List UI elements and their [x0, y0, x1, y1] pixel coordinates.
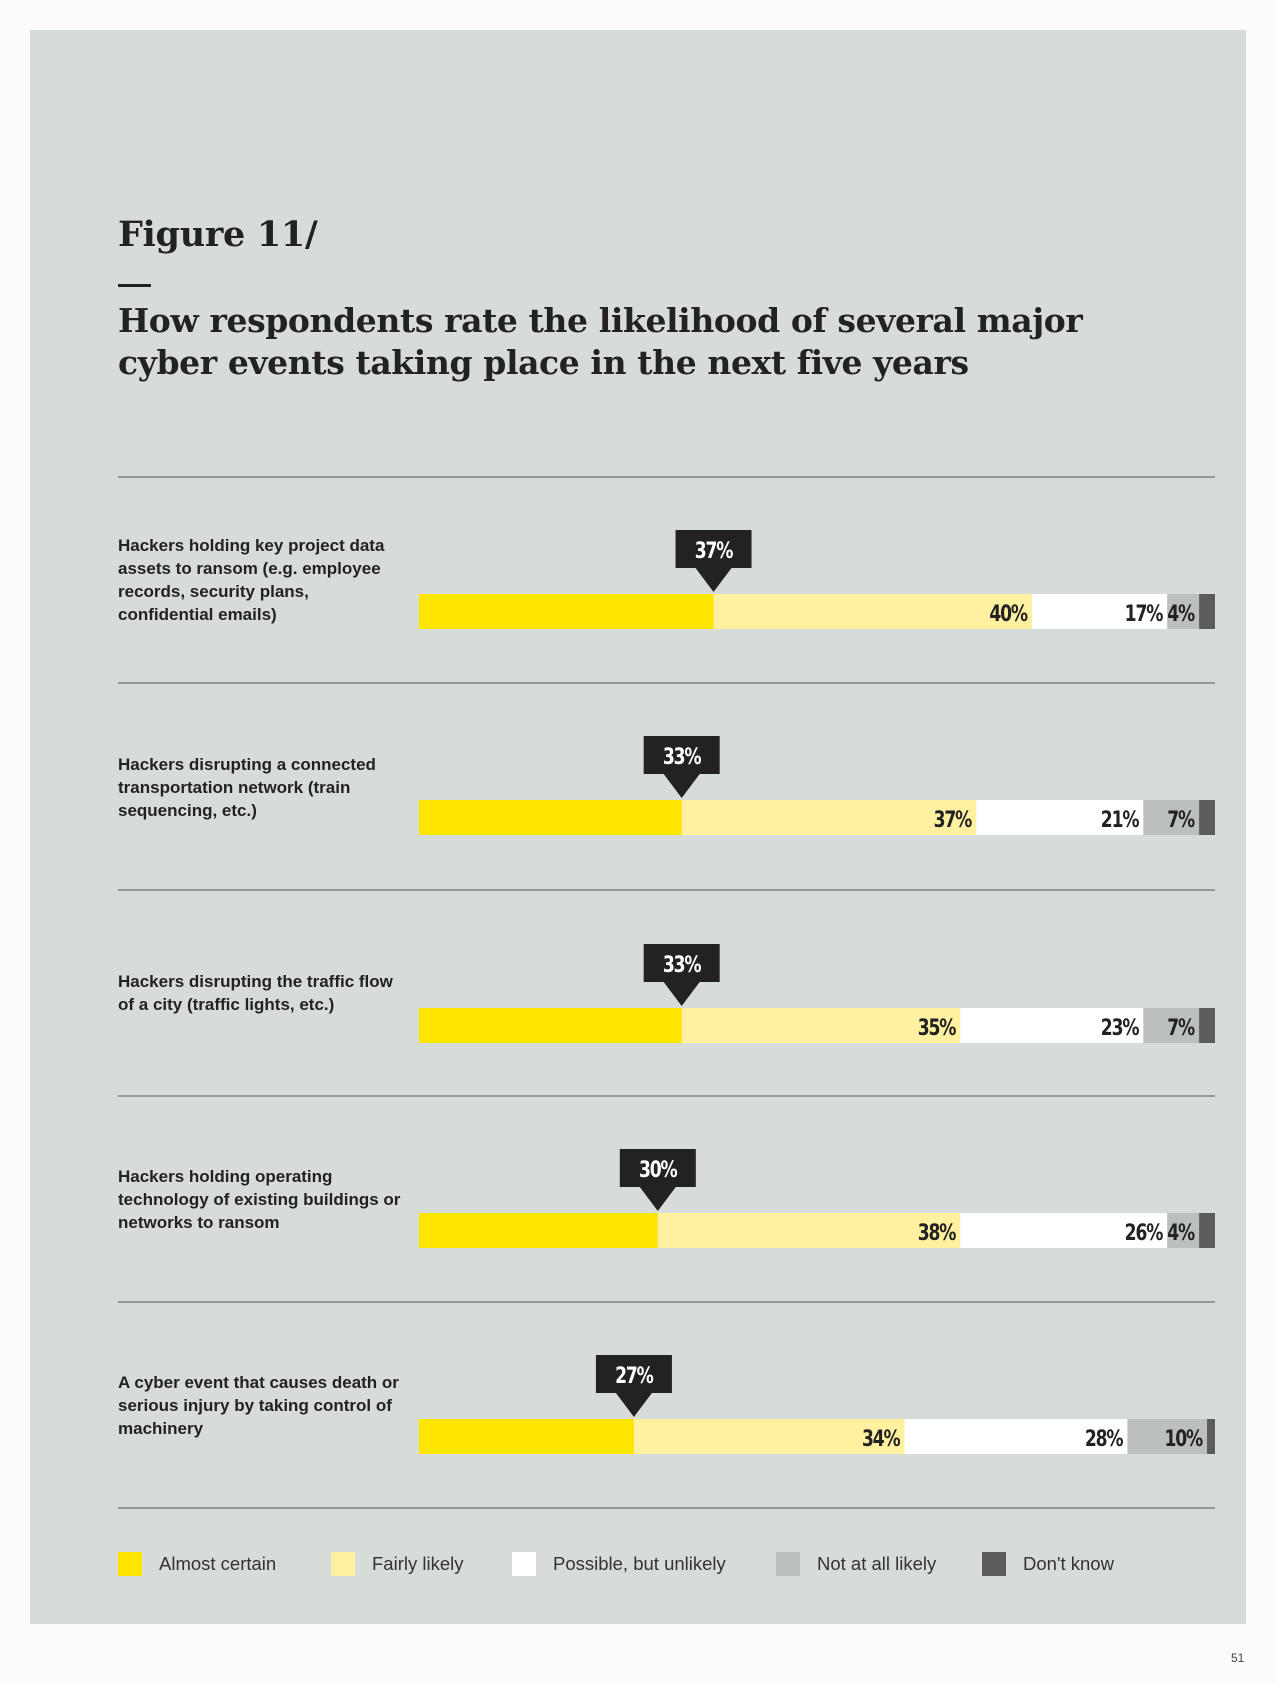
data-label: 37%: [934, 807, 973, 833]
callout-box: [595, 1355, 672, 1393]
data-label: 26%: [1125, 1220, 1164, 1246]
data-label: 40%: [989, 601, 1028, 627]
callout-almost-certain: 27%: [595, 1355, 672, 1417]
data-label: 10%: [1164, 1426, 1203, 1452]
bar-segment-fairly-likely: [713, 594, 1032, 629]
legend: Almost certain Fairly likely Possible, b…: [118, 1552, 1218, 1578]
data-label: 35%: [918, 1015, 957, 1041]
callout-label: 27%: [615, 1363, 654, 1389]
data-label: 21%: [1101, 807, 1140, 833]
callout-box: [675, 530, 752, 568]
callout-pointer: [615, 1393, 652, 1417]
bar-segment-almost-certain: [419, 594, 714, 629]
legend-label: Not at all likely: [817, 1553, 937, 1574]
data-label: 34%: [862, 1426, 901, 1452]
legend-label: Possible, but unlikely: [553, 1553, 726, 1574]
callout-almost-certain: 37%: [675, 530, 752, 592]
bar-segment-not-at-all-likely: [1167, 594, 1200, 629]
bar-segment-almost-certain: [419, 1008, 682, 1043]
legend-swatch: [118, 1552, 142, 1576]
bar-segment-not-at-all-likely: [1143, 1008, 1200, 1043]
callout-almost-certain: 30%: [619, 1149, 696, 1211]
callout-box: [643, 944, 720, 982]
bar-segment-almost-certain: [419, 1213, 658, 1248]
bar-segment-possible-but-unlikely: [904, 1419, 1128, 1454]
data-label: 4%: [1167, 601, 1195, 627]
callout-box: [619, 1149, 696, 1187]
chart-title: How respondents rate the likelihood of s…: [118, 301, 1083, 382]
bar-segment-not-at-all-likely: [1127, 1419, 1208, 1454]
data-label: 7%: [1167, 807, 1195, 833]
callout-label: 37%: [695, 538, 734, 564]
legend-label: Don't know: [1023, 1553, 1114, 1574]
category-label: A cyber event that causes death or serio…: [118, 1373, 399, 1438]
callout-label: 33%: [663, 952, 702, 978]
data-label: 23%: [1101, 1015, 1140, 1041]
bar-segment-fairly-likely: [681, 800, 977, 835]
bar-segment-don-t-know: [1199, 594, 1215, 629]
callout-pointer: [663, 982, 700, 1006]
legend-swatch: [776, 1552, 800, 1576]
bar-segment-don-t-know: [1199, 1008, 1215, 1043]
title-rule: [118, 284, 151, 287]
data-label: 38%: [918, 1220, 957, 1246]
callout-almost-certain: 33%: [643, 736, 720, 798]
callout-box: [643, 736, 720, 774]
callout-pointer: [663, 774, 700, 798]
bar-segment-possible-but-unlikely: [960, 1213, 1168, 1248]
legend-swatch: [512, 1552, 536, 1576]
legend-label: Fairly likely: [372, 1553, 464, 1574]
bar-segment-fairly-likely: [681, 1008, 961, 1043]
category-label: Hackers holding operating technology of …: [118, 1167, 401, 1232]
data-label: 7%: [1167, 1015, 1195, 1041]
bar-segment-don-t-know: [1207, 1419, 1215, 1454]
bar-segment-possible-but-unlikely: [960, 1008, 1144, 1043]
bar-segment-not-at-all-likely: [1143, 800, 1200, 835]
bar-segment-don-t-know: [1199, 800, 1215, 835]
data-label: 4%: [1167, 1220, 1195, 1246]
bar-segment-possible-but-unlikely: [976, 800, 1144, 835]
bar-segment-almost-certain: [419, 1419, 634, 1454]
category-label: Hackers disrupting a connected transport…: [118, 755, 376, 820]
category-label: Hackers holding key project data assets …: [118, 536, 385, 624]
figure-label: Figure 11/: [118, 214, 318, 255]
bar-segment-not-at-all-likely: [1167, 1213, 1200, 1248]
callout-label: 30%: [639, 1157, 678, 1183]
legend-swatch: [982, 1552, 1006, 1576]
bar-segment-fairly-likely: [657, 1213, 961, 1248]
bar-segment-almost-certain: [419, 800, 682, 835]
data-label: 17%: [1125, 601, 1164, 627]
data-label: 28%: [1085, 1426, 1124, 1452]
legend-label: Almost certain: [159, 1553, 277, 1574]
legend-swatch: [331, 1552, 355, 1576]
callout-almost-certain: 33%: [643, 944, 720, 1006]
bar-segment-possible-but-unlikely: [1031, 594, 1168, 629]
callout-label: 33%: [663, 744, 702, 770]
page-number: 51: [1231, 1651, 1245, 1665]
callout-pointer: [639, 1187, 676, 1211]
bar-segment-fairly-likely: [633, 1419, 905, 1454]
category-label: Hackers disrupting the traffic flow of a…: [118, 972, 393, 1014]
bar-segment-don-t-know: [1199, 1213, 1215, 1248]
callout-pointer: [695, 568, 732, 592]
